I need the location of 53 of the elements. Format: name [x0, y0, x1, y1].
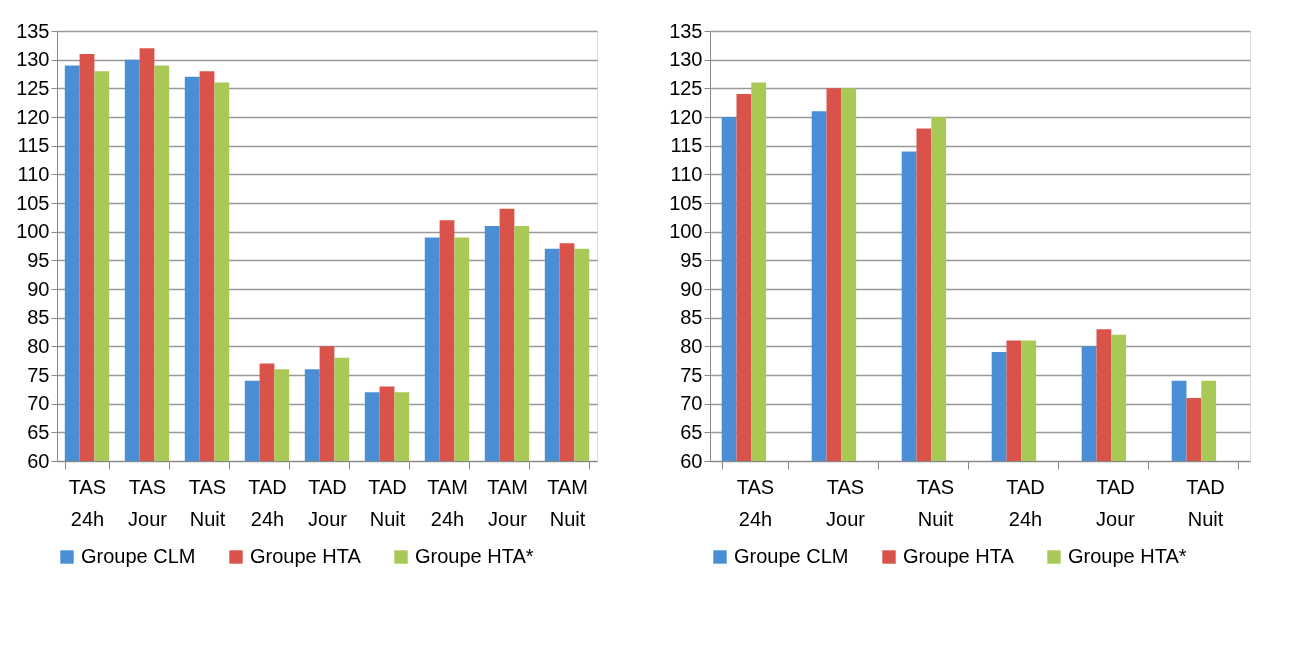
y-tick-label: 120	[16, 105, 50, 128]
y-tick-label: 135	[669, 19, 703, 42]
y-tick-label: 135	[16, 19, 50, 42]
x-tick-label: TAD Nuit	[368, 475, 407, 530]
x-tick-label: TAS 24h	[736, 475, 775, 530]
y-tick-label: 60	[27, 449, 50, 472]
y-tick-label: 70	[680, 392, 703, 415]
y-tick-label: 100	[16, 220, 50, 243]
x-tick-label: TAM Jour	[487, 475, 528, 530]
y-tick-label: 130	[669, 48, 703, 71]
y-tick-label: 95	[27, 248, 50, 271]
y-tick-label: 110	[670, 162, 703, 185]
y-tick-label: 120	[669, 105, 703, 128]
y-tick-label: 115	[670, 134, 703, 157]
legend-label: Groupe HTA*	[1068, 545, 1187, 567]
legend-label: Groupe CLM	[734, 545, 849, 567]
y-tick-label: 110	[17, 162, 50, 185]
legend-label: Groupe HTA	[250, 545, 362, 567]
x-tick-label: TAD 24h	[1006, 475, 1045, 530]
y-tick-label: 60	[680, 449, 703, 472]
y-tick-label: 100	[669, 220, 703, 243]
y-tick-label: 105	[669, 191, 703, 214]
y-tick-label: 85	[680, 306, 703, 329]
x-tick-label: TAD Jour	[1096, 475, 1136, 530]
y-tick-label: 65	[680, 420, 703, 443]
legend-label: Groupe HTA*	[415, 545, 534, 567]
y-tick-label: 80	[27, 334, 50, 357]
y-tick-label: 90	[680, 277, 703, 300]
y-tick-label: 85	[27, 306, 50, 329]
y-tick-label: 80	[680, 334, 703, 357]
y-tick-label: 90	[27, 277, 50, 300]
y-tick-label: 75	[27, 363, 50, 386]
x-tick-label: TAS Nuit	[188, 475, 227, 530]
y-tick-label: 130	[16, 48, 50, 71]
y-tick-label: 125	[669, 76, 703, 99]
y-tick-label: 95	[680, 248, 703, 271]
y-tick-label: 105	[16, 191, 50, 214]
x-tick-label: TAS 24h	[68, 475, 107, 530]
x-tick-label: TAD Nuit	[1186, 475, 1225, 530]
x-tick-label: TAS Jour	[128, 475, 168, 530]
x-tick-label: TAS Nuit	[916, 475, 955, 530]
y-tick-label: 70	[27, 392, 50, 415]
x-tick-label: TAD 24h	[248, 475, 287, 530]
y-tick-label: 75	[680, 363, 703, 386]
x-tick-label: TAM Nuit	[547, 475, 588, 530]
legend-label: Groupe HTA	[903, 545, 1015, 567]
x-tick-label: TAD Jour	[308, 475, 348, 530]
y-tick-label: 125	[16, 76, 50, 99]
y-tick-label: 65	[27, 420, 50, 443]
x-tick-label: TAM 24h	[427, 475, 468, 530]
x-tick-label: TAS Jour	[826, 475, 866, 530]
legend-label: Groupe CLM	[81, 545, 196, 567]
y-tick-label: 115	[17, 134, 50, 157]
